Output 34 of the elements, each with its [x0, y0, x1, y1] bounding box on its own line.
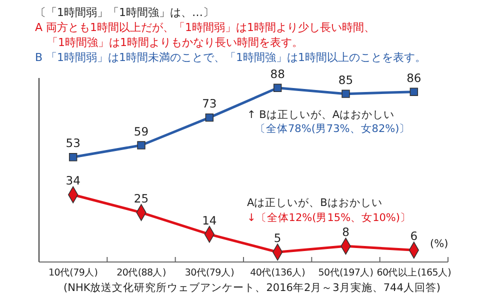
data-label: 53 [66, 136, 80, 150]
text: A 両方とも1時間以上だが、「1時間弱」は1時間より少し長い時間、 [35, 21, 376, 34]
point [137, 141, 146, 150]
annotation: Aは正しいが、Bはおかしい [247, 197, 382, 209]
x-tick-label: 40代(136人) [250, 267, 306, 278]
point [273, 84, 282, 92]
annotation: ↑ Bは正しいが、Aはおかしい [247, 109, 395, 121]
data-label: 86 [406, 70, 422, 85]
data-label: 5 [274, 231, 282, 246]
data-label: 14 [202, 213, 217, 228]
x-tick-label: 20代(88人) [116, 267, 166, 278]
text: 「1時間強」は1時間よりもかなり長い時間を表す。 [47, 36, 303, 49]
x-tick-label: 50代(197人) [318, 267, 374, 278]
data-label: 88 [270, 66, 285, 81]
text: (NHK放送文化研究所ウェブアンケート、2016年2月～3月実施、744人回答) [64, 281, 440, 294]
annotation: (%) [430, 238, 448, 250]
point [205, 113, 214, 122]
annotation: ↓〔全体12%(男15%、女10%)〕 [247, 212, 412, 224]
point [342, 90, 350, 98]
data-label: 73 [202, 96, 217, 111]
data-label: 85 [338, 72, 354, 87]
x-tick-label: 30代(79人) [184, 267, 234, 278]
chart-title: 〔「1時間弱」「1時間強」は、…〕 [35, 6, 214, 19]
point [410, 88, 418, 96]
data-label: 8 [342, 225, 350, 240]
data-label: 34 [66, 174, 80, 188]
x-tick-label: 60代以上(165人) [376, 266, 452, 278]
data-label: 25 [134, 192, 149, 206]
point [68, 153, 78, 162]
x-tick-label: 10代(79人) [48, 267, 98, 278]
text: B 「1時間弱」は1時間未満のことで、「1時間強」は1時間以上のことを表す。 [35, 51, 426, 64]
data-label: 59 [134, 124, 149, 138]
annotation: 〔全体78%(男73%、女82%)〕 [255, 123, 410, 135]
data-label: 6 [410, 229, 418, 244]
